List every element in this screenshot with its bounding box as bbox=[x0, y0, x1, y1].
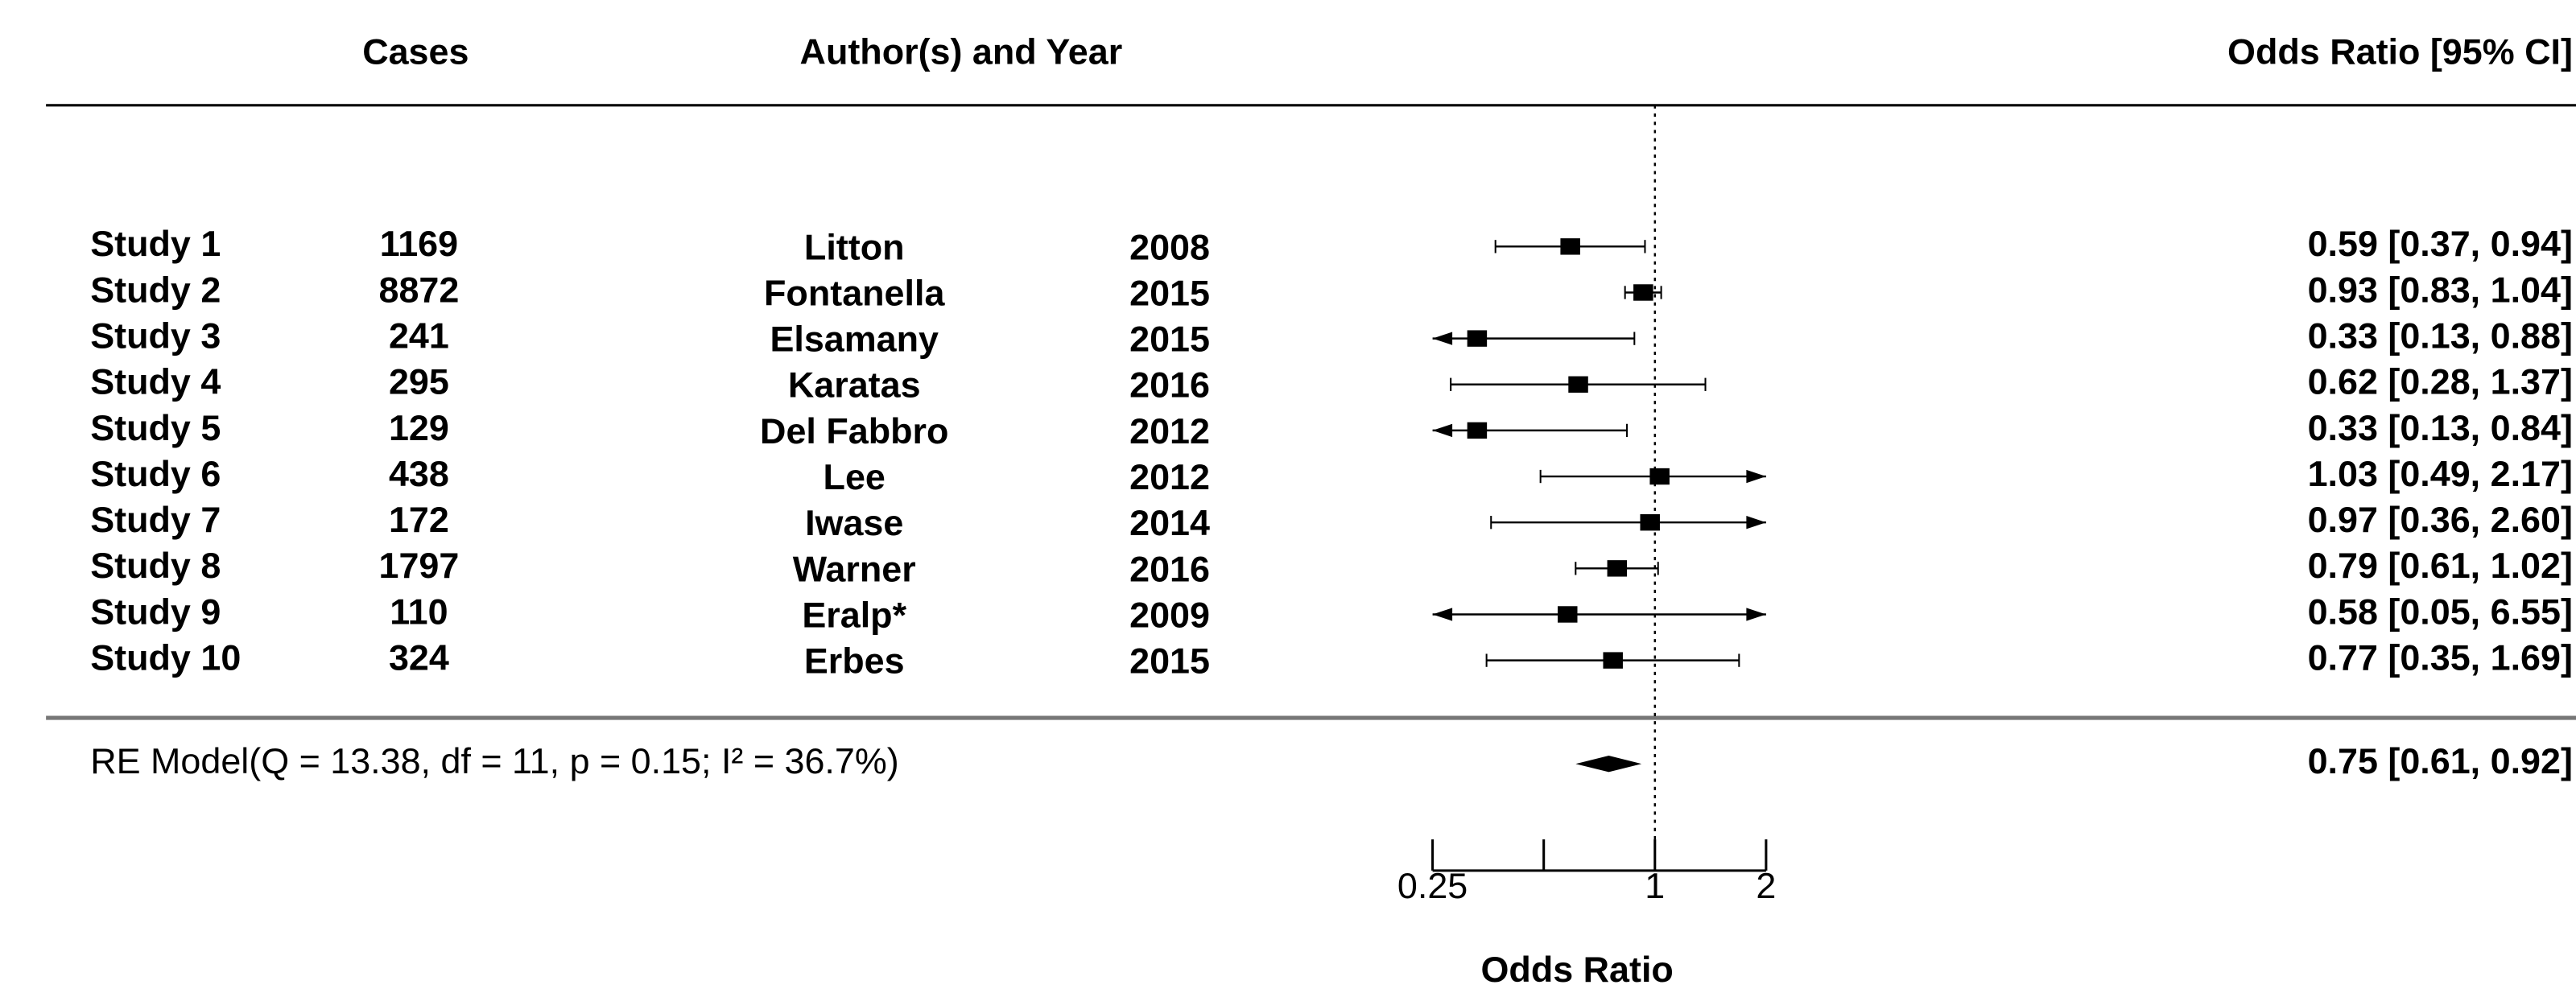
year: 2012 bbox=[1129, 410, 1210, 451]
study-label: Study 2 bbox=[90, 269, 221, 310]
author: Erbes bbox=[804, 641, 905, 682]
estimate-label: 0.97 [0.36, 2.60] bbox=[2308, 499, 2573, 540]
year: 2008 bbox=[1129, 226, 1210, 267]
author: Karatas bbox=[788, 365, 921, 406]
point-estimate bbox=[1640, 513, 1660, 531]
point-estimate bbox=[1467, 422, 1488, 439]
author: Iwase bbox=[805, 502, 903, 543]
year: 2015 bbox=[1129, 319, 1210, 360]
point-estimate bbox=[1568, 376, 1588, 393]
header-study: Author(s) and Year bbox=[800, 31, 1123, 72]
summary-diamond bbox=[1575, 755, 1642, 773]
x-axis-title: Odds Ratio bbox=[1481, 949, 1674, 989]
year: 2015 bbox=[1129, 641, 1210, 682]
ci-arrow bbox=[1746, 608, 1766, 621]
study-label: Study 7 bbox=[90, 499, 221, 540]
point-estimate bbox=[1607, 560, 1628, 577]
cases: 172 bbox=[389, 499, 449, 540]
author: Litton bbox=[804, 226, 905, 267]
ci-arrow bbox=[1432, 332, 1453, 345]
point-estimate bbox=[1558, 606, 1578, 623]
study-label: Study 8 bbox=[90, 545, 221, 586]
estimate-label: 0.77 [0.35, 1.69] bbox=[2308, 637, 2573, 678]
author: Warner bbox=[793, 548, 916, 589]
year: 2009 bbox=[1129, 594, 1210, 635]
year: 2016 bbox=[1129, 365, 1210, 406]
estimate-label: 0.33 [0.13, 0.84] bbox=[2308, 407, 2573, 448]
author: Del Fabbro bbox=[760, 410, 948, 451]
header-cases: Cases bbox=[362, 31, 469, 72]
cases: 438 bbox=[389, 453, 449, 494]
study-label: Study 6 bbox=[90, 453, 221, 494]
cases: 8872 bbox=[378, 269, 459, 310]
cases: 129 bbox=[389, 407, 449, 448]
cases: 295 bbox=[389, 361, 449, 402]
point-estimate bbox=[1560, 238, 1580, 255]
estimate-label: 0.33 [0.13, 0.88] bbox=[2308, 315, 2573, 356]
year: 2015 bbox=[1129, 272, 1210, 313]
author: Elsamany bbox=[770, 319, 939, 360]
header-estimate: Odds Ratio [95% CI] bbox=[2227, 31, 2573, 72]
x-tick-label: 1 bbox=[1645, 865, 1665, 906]
year: 2014 bbox=[1129, 502, 1210, 543]
x-tick-label: 2 bbox=[1756, 865, 1776, 906]
point-estimate bbox=[1649, 468, 1670, 485]
cases: 110 bbox=[390, 591, 448, 632]
cases: 324 bbox=[389, 637, 449, 678]
year: 2012 bbox=[1129, 456, 1210, 497]
study-label: Study 1 bbox=[90, 223, 221, 264]
study-label: Study 10 bbox=[90, 637, 241, 678]
author: Fontanella bbox=[764, 272, 945, 313]
estimate-label: 0.59 [0.37, 0.94] bbox=[2308, 223, 2573, 264]
estimate-label: 0.58 [0.05, 6.55] bbox=[2308, 591, 2573, 632]
point-estimate bbox=[1467, 330, 1488, 347]
point-estimate bbox=[1603, 652, 1623, 669]
x-tick-label: 0.25 bbox=[1397, 865, 1468, 906]
ci-arrow bbox=[1432, 608, 1453, 621]
summary-label: RE Model(Q = 13.38, df = 11, p = 0.15; I… bbox=[90, 740, 898, 781]
cases: 1169 bbox=[380, 223, 458, 264]
estimate-label: 0.79 [0.61, 1.02] bbox=[2308, 545, 2573, 586]
study-label: Study 3 bbox=[90, 315, 221, 356]
estimate-label: 1.03 [0.49, 2.17] bbox=[2308, 453, 2573, 494]
cases: 241 bbox=[389, 315, 449, 356]
study-label: Study 5 bbox=[90, 407, 221, 448]
study-label: Study 4 bbox=[90, 361, 221, 402]
author: Lee bbox=[824, 456, 886, 497]
estimate-label: 0.93 [0.83, 1.04] bbox=[2308, 269, 2573, 310]
study-label: Study 9 bbox=[90, 591, 221, 632]
author: Eralp* bbox=[802, 594, 906, 635]
cases: 1797 bbox=[378, 545, 459, 586]
year: 2016 bbox=[1129, 548, 1210, 589]
ci-arrow bbox=[1746, 516, 1766, 530]
summary-value-label: 0.75 [0.61, 0.92] bbox=[2308, 740, 2573, 781]
ci-arrow bbox=[1432, 423, 1453, 438]
point-estimate bbox=[1633, 284, 1653, 301]
estimate-label: 0.62 [0.28, 1.37] bbox=[2308, 361, 2573, 402]
ci-arrow bbox=[1746, 469, 1766, 484]
